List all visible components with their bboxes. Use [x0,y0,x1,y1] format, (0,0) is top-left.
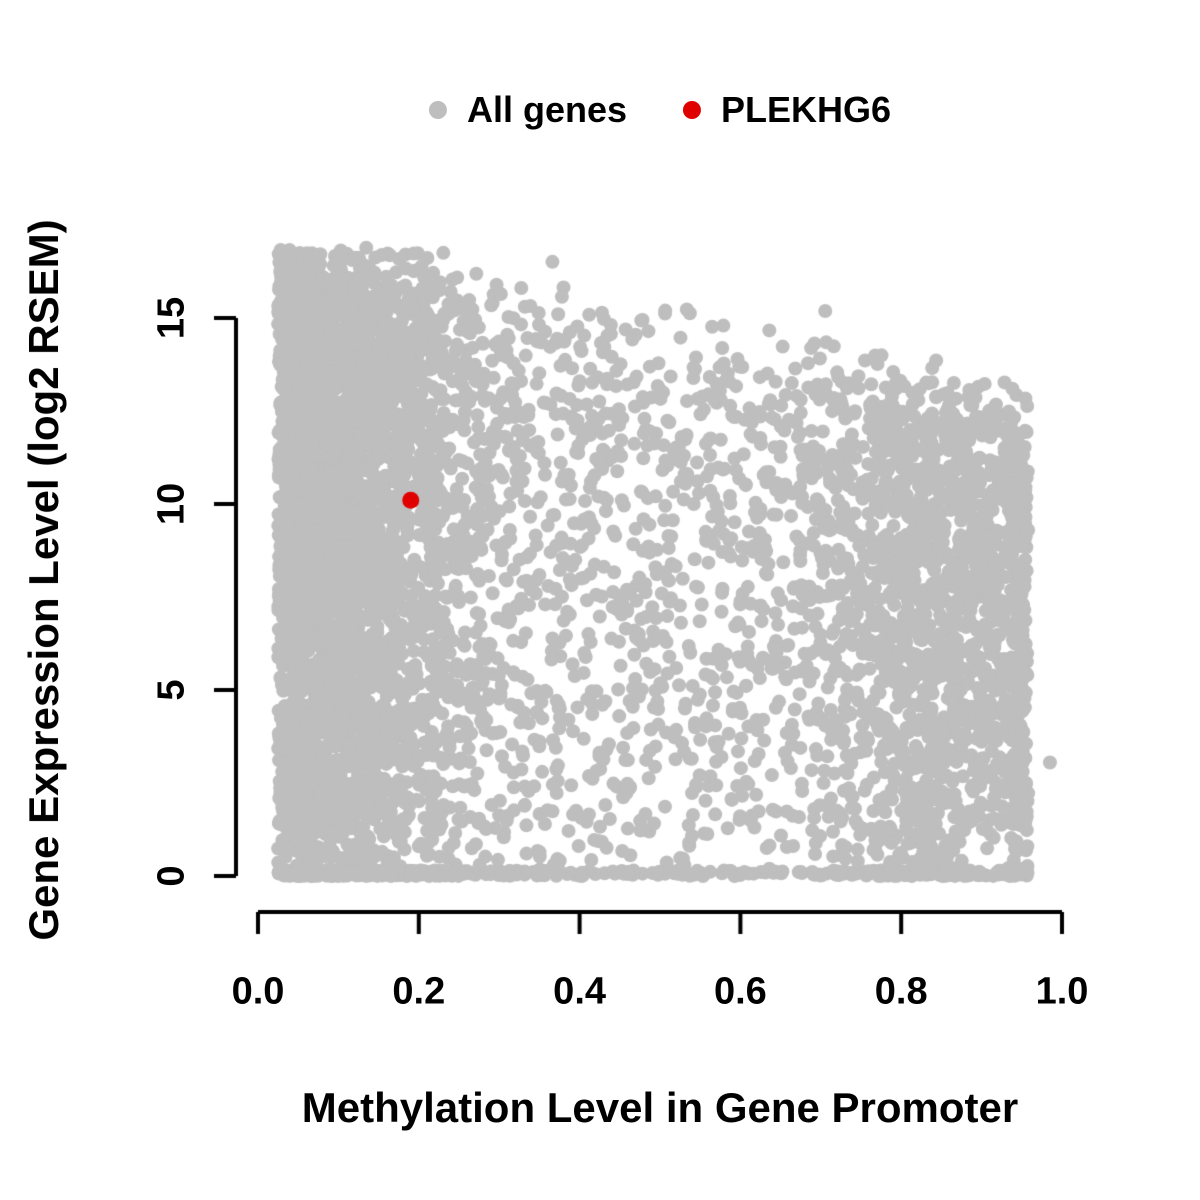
legend: All genes PLEKHG6 [428,89,891,131]
x-tick-label: 0.4 [553,970,607,1013]
x-tick-label: 0.8 [874,970,928,1013]
plekhg6-dot-icon [683,101,702,119]
y-tick-label: 15 [150,296,193,340]
legend-label-all-genes: All genes [466,89,628,130]
y-tick-label: 0 [150,865,193,887]
y-tick-label: 5 [150,679,193,701]
x-tick-label: 1.0 [1035,970,1089,1013]
all-genes-dot-icon [428,101,447,119]
legend-entry-all-genes: All genes [428,89,628,131]
x-axis-title: Methylation Level in Gene Promoter [301,1084,1019,1131]
x-tick-label: 0.6 [713,970,767,1013]
legend-label-plekhg6: PLEKHG6 [721,89,892,130]
y-tick-label: 10 [150,482,193,526]
legend-entry-plekhg6: PLEKHG6 [683,89,891,131]
x-tick-label: 0.0 [231,970,285,1013]
y-axis-title: Gene Expression Level (log2 RSEM) [20,219,67,941]
x-tick-label: 0.2 [392,970,446,1013]
